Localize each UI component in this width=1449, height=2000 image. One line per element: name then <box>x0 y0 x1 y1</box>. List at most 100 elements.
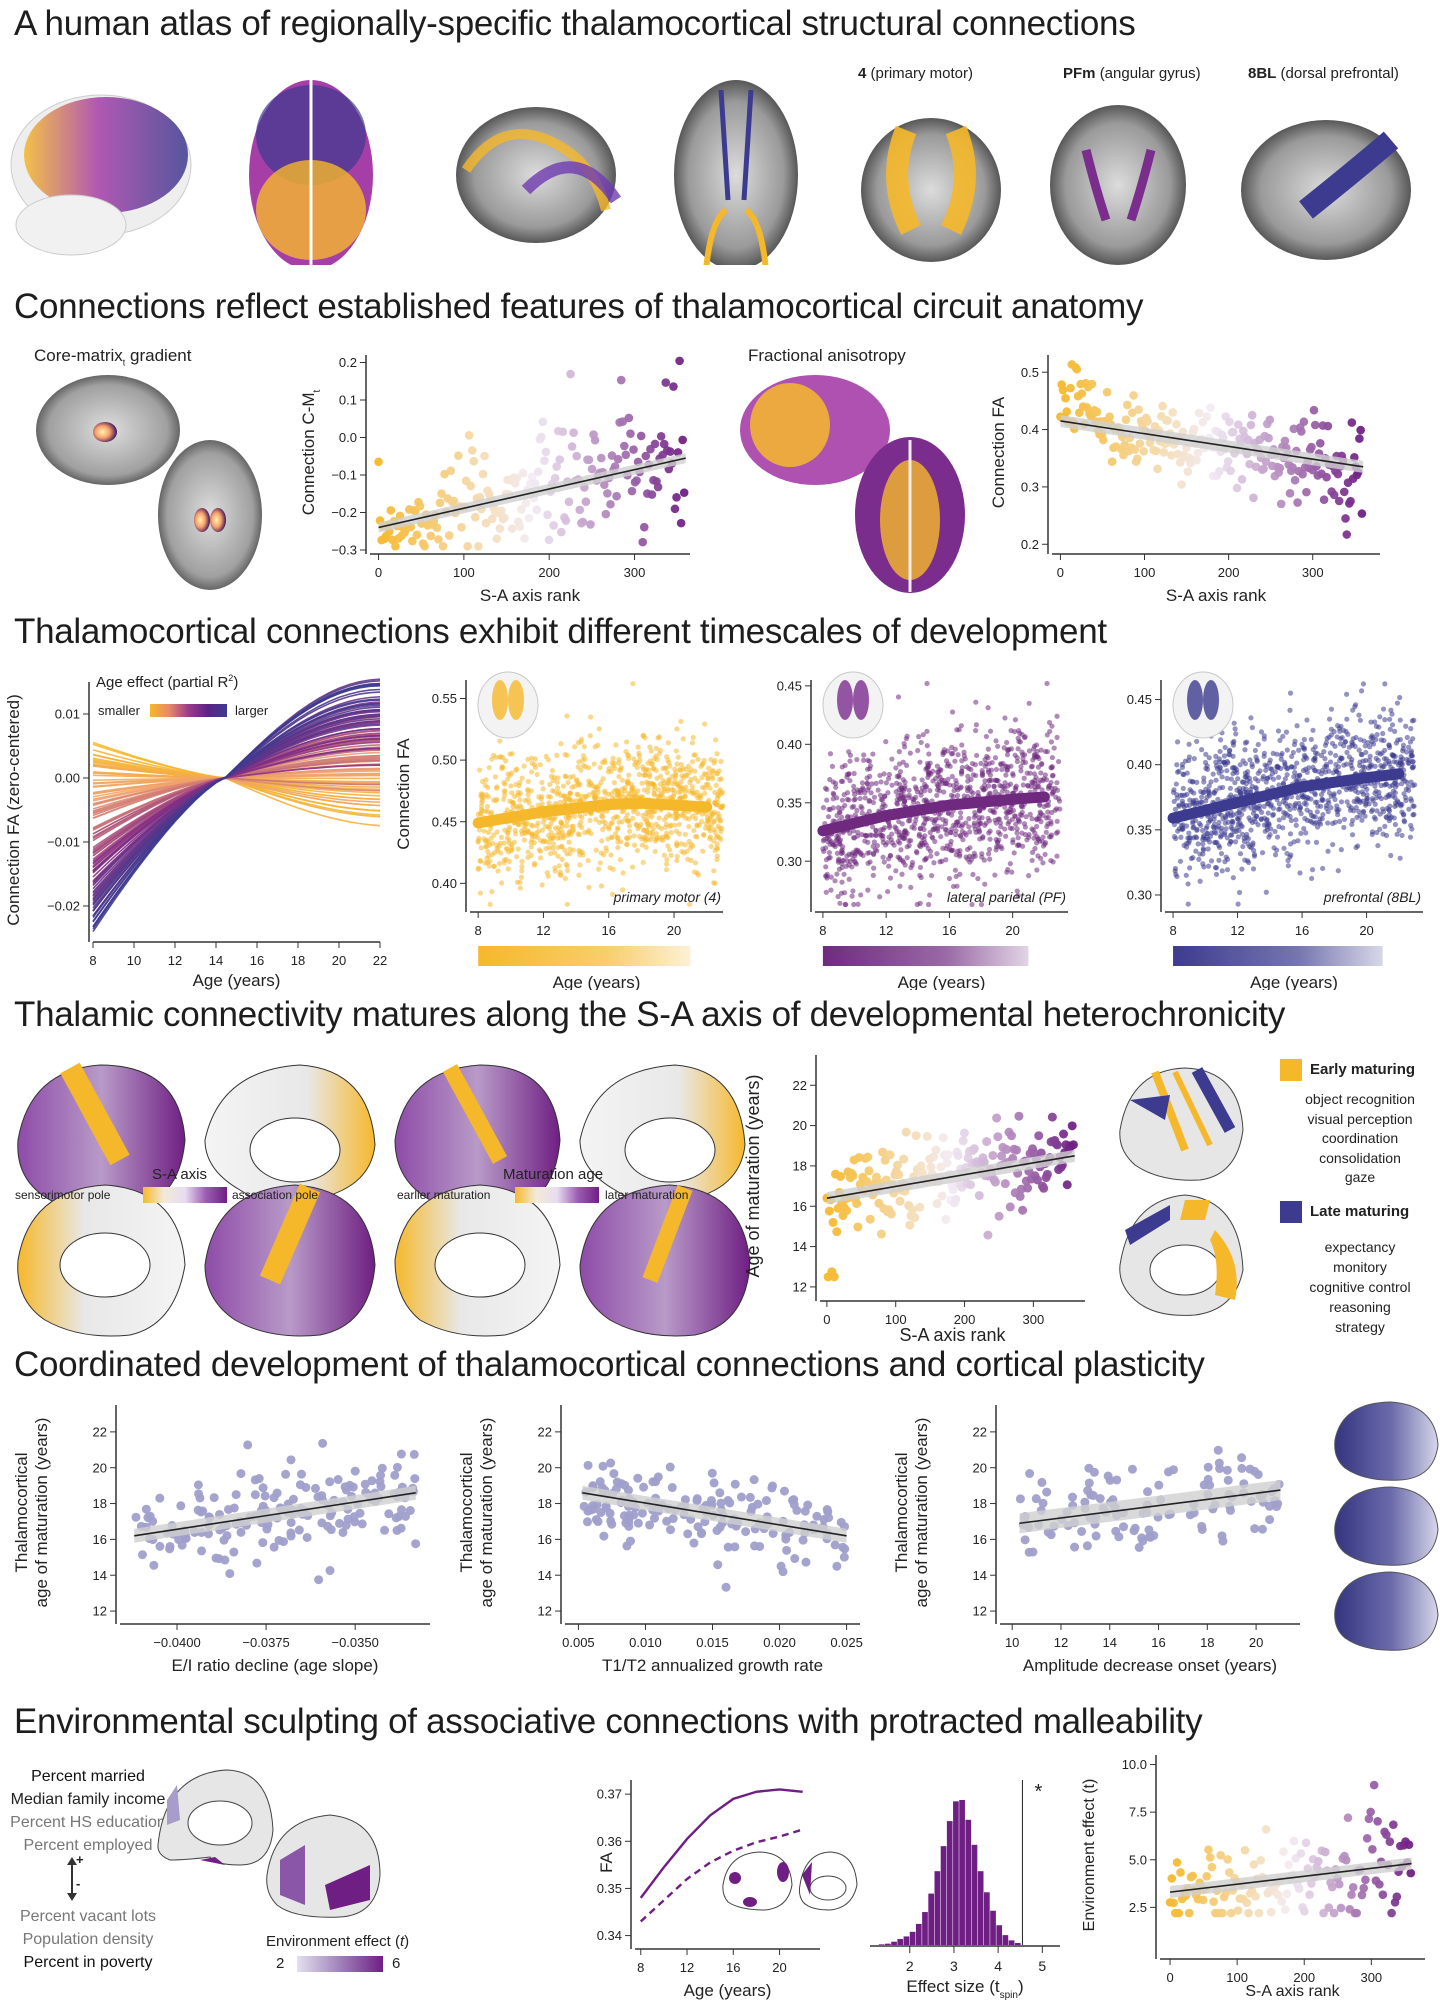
data-point <box>1222 820 1228 826</box>
data-point <box>695 795 701 801</box>
data-point <box>981 857 987 863</box>
data-point <box>842 762 848 769</box>
data-point <box>893 1160 903 1170</box>
data-point <box>1066 383 1075 393</box>
data-point <box>994 1211 1004 1221</box>
data-point <box>1224 775 1230 781</box>
data-point <box>1326 790 1333 796</box>
data-point <box>1070 1542 1080 1552</box>
x-tick-label: 300 <box>1023 1312 1045 1327</box>
data-point <box>1333 761 1339 768</box>
data-point <box>1226 751 1232 758</box>
data-point <box>198 1506 208 1516</box>
data-point <box>889 756 895 762</box>
data-point <box>637 1508 647 1518</box>
data-point <box>911 776 917 782</box>
data-point <box>1040 834 1046 840</box>
data-point <box>1353 805 1359 811</box>
data-point <box>1357 799 1363 805</box>
data-point <box>1029 816 1035 822</box>
data-point <box>586 884 592 890</box>
data-point <box>1409 752 1415 759</box>
data-point <box>155 1493 165 1503</box>
data-point <box>955 848 961 854</box>
data-point <box>922 1131 932 1141</box>
fit-line <box>817 791 1050 837</box>
data-point <box>1227 785 1234 791</box>
data-point <box>613 454 623 464</box>
data-point <box>867 766 873 772</box>
data-point <box>621 450 631 460</box>
data-point <box>679 795 685 801</box>
data-point <box>895 854 901 860</box>
data-point <box>1205 830 1211 837</box>
data-point <box>575 505 585 515</box>
data-point <box>830 779 836 785</box>
data-point <box>932 1199 942 1209</box>
data-point <box>689 790 695 796</box>
data-point <box>1332 796 1338 803</box>
data-point <box>659 790 665 796</box>
data-point <box>1378 782 1384 789</box>
data-point <box>1004 789 1010 795</box>
data-point <box>1264 827 1270 833</box>
data-point <box>1288 817 1294 824</box>
data-point <box>1235 776 1241 782</box>
data-point <box>707 1468 717 1478</box>
data-point <box>1210 824 1216 830</box>
data-point <box>830 805 836 811</box>
env-variable: Population density <box>22 1931 154 1948</box>
data-point <box>834 850 840 856</box>
data-point <box>1386 807 1392 813</box>
data-point <box>1181 771 1187 778</box>
data-point <box>836 1171 846 1181</box>
data-point <box>596 726 602 732</box>
data-point <box>938 767 944 773</box>
data-point <box>1350 736 1356 742</box>
data-point <box>721 1582 731 1592</box>
data-point <box>934 851 940 857</box>
data-point <box>1016 842 1022 848</box>
data-point <box>596 819 603 825</box>
data-point <box>586 520 595 529</box>
x-tick-label: −0.0350 <box>331 1635 378 1650</box>
data-point <box>1373 723 1380 729</box>
data-point <box>610 755 616 761</box>
data-point <box>1390 752 1397 758</box>
data-point <box>1217 764 1223 770</box>
data-point <box>1217 737 1224 743</box>
data-point <box>867 859 873 865</box>
y-tick-label: 0.2 <box>1021 537 1039 552</box>
data-point <box>538 417 548 427</box>
data-point <box>750 1541 760 1551</box>
data-point <box>665 740 671 746</box>
data-point <box>1341 762 1347 768</box>
data-point <box>1404 779 1410 785</box>
data-point <box>979 773 986 779</box>
data-point <box>502 792 508 798</box>
data-point <box>1394 700 1401 706</box>
data-point <box>535 802 541 808</box>
data-point <box>543 839 549 845</box>
data-point <box>1062 1180 1072 1190</box>
data-point <box>1232 780 1238 786</box>
data-point <box>830 790 836 796</box>
data-point <box>1318 752 1325 759</box>
data-point <box>950 883 957 890</box>
x-tick-label: 20 <box>772 1960 786 1975</box>
section-title-atlas: A human atlas of regionally-specific tha… <box>14 4 1136 43</box>
data-point <box>607 865 613 871</box>
data-point <box>606 1516 616 1526</box>
data-point <box>1317 821 1324 827</box>
data-point <box>1223 826 1229 832</box>
data-point <box>1250 866 1257 872</box>
data-point <box>434 535 443 544</box>
data-point <box>1276 499 1286 509</box>
data-point <box>716 813 723 819</box>
data-point <box>1291 764 1297 770</box>
data-point <box>495 848 501 854</box>
data-point <box>1207 1862 1217 1872</box>
data-point <box>1233 420 1243 429</box>
y-tick-label: 14 <box>93 1568 107 1583</box>
data-point <box>653 831 660 837</box>
